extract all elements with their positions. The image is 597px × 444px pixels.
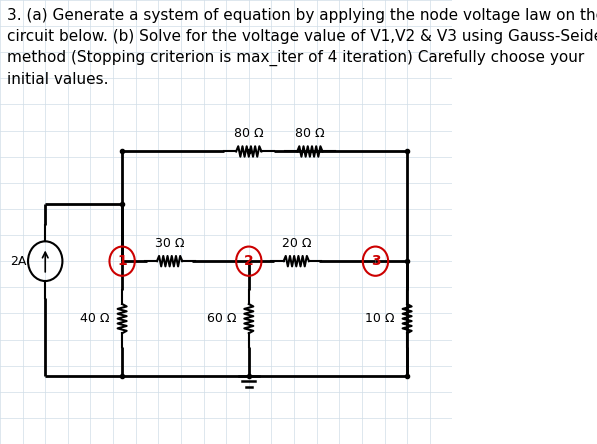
Text: 2: 2	[244, 254, 254, 268]
Text: 40 Ω: 40 Ω	[80, 312, 109, 325]
Text: 20 Ω: 20 Ω	[282, 237, 311, 250]
Text: 80 Ω: 80 Ω	[295, 127, 325, 140]
Text: 2A: 2A	[10, 255, 26, 268]
Text: 10 Ω: 10 Ω	[365, 312, 395, 325]
Text: 60 Ω: 60 Ω	[207, 312, 236, 325]
Text: 80 Ω: 80 Ω	[234, 127, 264, 140]
Text: 30 Ω: 30 Ω	[155, 237, 184, 250]
Text: 3: 3	[371, 254, 380, 268]
Text: 3. (a) Generate a system of equation by applying the node voltage law on the
cir: 3. (a) Generate a system of equation by …	[7, 8, 597, 87]
Text: 1: 1	[117, 254, 127, 268]
